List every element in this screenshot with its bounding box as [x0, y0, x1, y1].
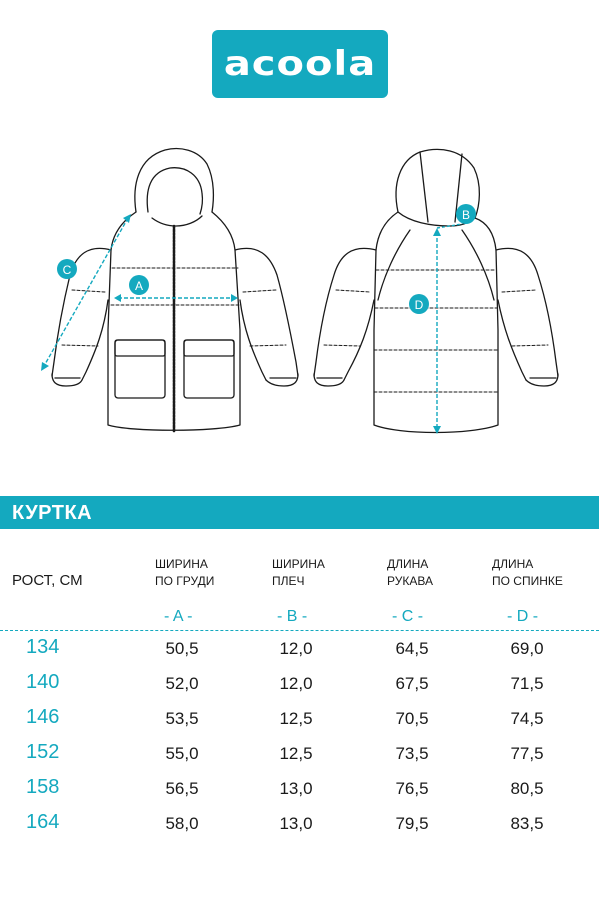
cell-value: 77,5: [510, 744, 544, 763]
measure-d-line: [433, 228, 441, 434]
label-c-marker: C: [57, 259, 77, 279]
cell-value: 80,5: [510, 779, 544, 798]
cell-value: 12,5: [279, 744, 313, 763]
column-letter-d: - D -: [507, 608, 539, 625]
cell-value: 69,0: [510, 639, 544, 658]
column-header-line: ПО СПИНКЕ: [492, 574, 563, 588]
cell-value: 55,0: [165, 744, 199, 763]
label-d: D: [415, 298, 424, 312]
cell-value: 12,0: [279, 674, 313, 693]
row-height: 146: [26, 706, 60, 728]
cell-value: 67,5: [395, 674, 429, 693]
table-row: 146 53,5 12,5 70,5 74,5: [0, 706, 599, 741]
column-letter-a: - A -: [164, 608, 193, 625]
brand-logo-text: acoola: [223, 44, 377, 84]
cell-value: 76,5: [395, 779, 429, 798]
column-header-line: ДЛИНА: [387, 557, 429, 571]
cell-value: 64,5: [395, 639, 429, 658]
label-b: B: [462, 208, 470, 222]
row-height: 158: [26, 776, 60, 798]
header-divider: [0, 630, 599, 631]
cell-value: 79,5: [395, 814, 429, 833]
cell-value: 71,5: [510, 674, 544, 693]
table-row: 164 58,0 13,0 79,5 83,5: [0, 811, 599, 846]
cell-value: 56,5: [165, 779, 199, 798]
column-header-line: ПО ГРУДИ: [155, 574, 215, 588]
measure-b-line: [436, 223, 463, 229]
cell-value: 53,5: [165, 709, 199, 728]
cell-value: 12,0: [279, 639, 313, 658]
column-header-back-length: ДЛИНА ПО СПИНКЕ: [492, 556, 563, 590]
jacket-front-view: [51, 147, 299, 434]
label-c: C: [63, 263, 72, 277]
jacket-technical-drawing: A C B D: [41, 147, 559, 434]
cell-value: 50,5: [165, 639, 199, 658]
cell-value: 70,5: [395, 709, 429, 728]
table-row: 158 56,5 13,0 76,5 80,5: [0, 776, 599, 811]
column-header-shoulders: ШИРИНА ПЛЕЧ: [272, 556, 325, 590]
column-header-sleeve: ДЛИНА РУКАВА: [387, 556, 433, 590]
column-header-line: ДЛИНА: [492, 557, 534, 571]
row-header-label: РОСТ, СМ: [12, 572, 83, 589]
label-a: A: [135, 279, 143, 293]
measure-c-line: [41, 214, 131, 371]
measure-a-line: [114, 294, 238, 302]
cell-value: 52,0: [165, 674, 199, 693]
column-header-chest: ШИРИНА ПО ГРУДИ: [155, 556, 214, 590]
table-row: 134 50,5 12,0 64,5 69,0: [0, 636, 599, 671]
row-height: 152: [26, 741, 60, 763]
section-banner: КУРТКА: [0, 496, 599, 529]
label-d-marker: D: [409, 294, 429, 314]
jacket-back-view: [313, 148, 559, 434]
column-header-line: ШИРИНА: [272, 557, 325, 571]
column-header-line: ШИРИНА: [155, 557, 208, 571]
cell-value: 12,5: [279, 709, 313, 728]
cell-value: 83,5: [510, 814, 544, 833]
brand-logo: acoola: [212, 30, 388, 98]
column-header-line: ПЛЕЧ: [272, 574, 305, 588]
cell-value: 58,0: [165, 814, 199, 833]
section-title: КУРТКА: [12, 502, 93, 524]
cell-value: 13,0: [279, 814, 313, 833]
cell-value: 74,5: [510, 709, 544, 728]
row-height: 164: [26, 811, 60, 833]
cell-value: 13,0: [279, 779, 313, 798]
label-a-marker: A: [129, 275, 149, 295]
table-row: 152 55,0 12,5 73,5 77,5: [0, 741, 599, 776]
column-letter-b: - B -: [277, 608, 308, 625]
cell-value: 73,5: [395, 744, 429, 763]
table-row: 140 52,0 12,0 67,5 71,5: [0, 671, 599, 706]
label-b-marker: B: [456, 204, 476, 224]
column-letter-c: - C -: [392, 608, 424, 625]
row-height: 134: [26, 636, 60, 658]
row-height: 140: [26, 671, 60, 693]
column-header-line: РУКАВА: [387, 574, 433, 588]
